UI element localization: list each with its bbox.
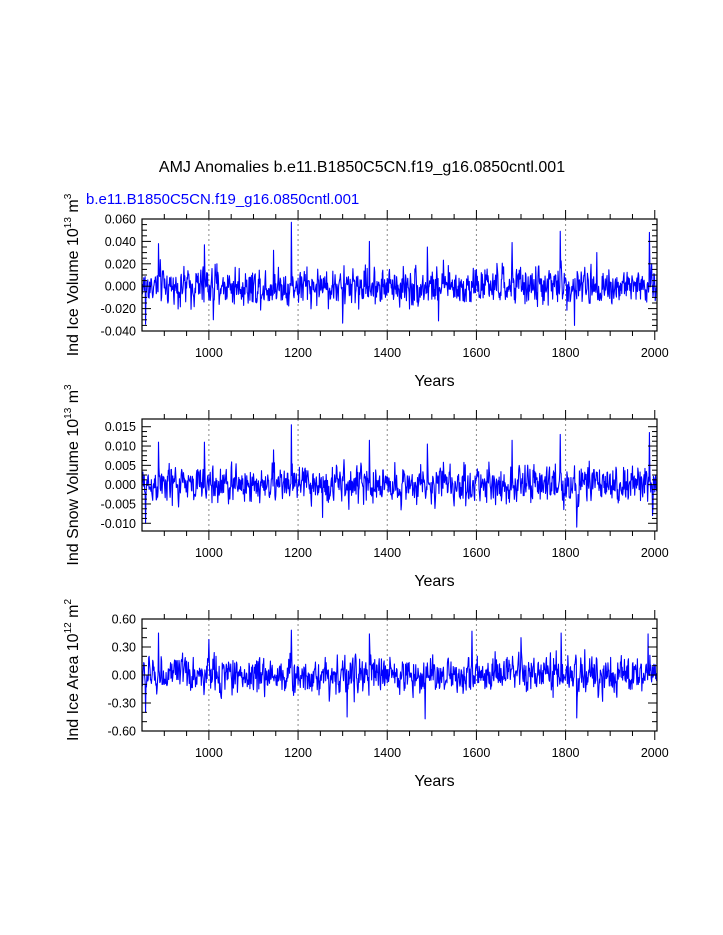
figure-title: AMJ Anomalies b.e11.B1850C5CN.f19_g16.08… [159, 159, 565, 176]
y-label-exponent: 13 [63, 217, 74, 229]
x-tick-label: 1400 [373, 746, 401, 760]
y-label-unit-exponent: 2 [63, 599, 74, 605]
y-tick-label: 0.015 [105, 420, 136, 434]
y-label-unit-exponent: 3 [63, 193, 74, 199]
x-tick-label: 1800 [552, 546, 580, 560]
y-tick-label: -0.020 [101, 302, 136, 316]
y-tick-label: 0.000 [105, 280, 136, 294]
y-tick-label: 0.060 [105, 213, 136, 227]
y-tick-label: -0.005 [101, 497, 136, 511]
x-tick-label: 1600 [463, 546, 491, 560]
y-tick-label: 0.30 [112, 641, 136, 655]
y-tick-label: 0.010 [105, 440, 136, 454]
x-tick-label: 1400 [373, 546, 401, 560]
panel-3: 1000 1200 1400 1600 1800 2000 -0.60 -0.30 0.00 0.… [63, 599, 669, 790]
y-tick-label: 0.040 [105, 235, 136, 249]
plot-frame [141, 218, 658, 332]
x-tick-label: 1000 [195, 746, 223, 760]
x-axis-label: Years [414, 373, 454, 390]
y-axis-label: Ind Snow Volume 1013 m3 [63, 384, 82, 566]
x-tick-label: 1000 [195, 346, 223, 360]
x-tick-label: 1200 [284, 546, 312, 560]
series-line [141, 424, 658, 528]
x-tick-label: 2000 [641, 546, 669, 560]
y-label-main: Ind Ice Volume 10 [65, 228, 82, 356]
x-tick-label: 1600 [463, 746, 491, 760]
y-label-main: Ind Snow Volume 10 [65, 419, 82, 566]
x-axis-label: Years [414, 573, 454, 590]
x-tick-label: 1400 [373, 346, 401, 360]
y-tick-label: -0.040 [101, 325, 136, 339]
x-tick-label: 2000 [641, 346, 669, 360]
x-tick-label: 1800 [552, 346, 580, 360]
y-tick-label: -0.010 [101, 517, 136, 531]
x-tick-label: 1200 [284, 746, 312, 760]
y-label-unit-exponent: 3 [63, 384, 74, 390]
x-axis-label: Years [414, 773, 454, 790]
panels: 1000 1200 1400 1600 1800 2000 -0.040 -0.020 0.00… [63, 193, 669, 790]
y-tick-label: 0.005 [105, 459, 136, 473]
y-tick-label: -0.30 [108, 697, 137, 711]
y-label-unit: m [65, 390, 82, 408]
y-axis-label: Ind Ice Area 1012 m2 [63, 599, 82, 742]
series-line [141, 221, 658, 326]
y-tick-label: 0.020 [105, 257, 136, 271]
y-tick-label: -0.60 [108, 725, 137, 739]
panel-1: 1000 1200 1400 1600 1800 2000 -0.040 -0.020 0.00… [63, 193, 669, 390]
y-tick-label: 0.000 [105, 478, 136, 492]
y-label-main: Ind Ice Area 10 [65, 633, 82, 741]
y-axis-label: Ind Ice Volume 1013 m3 [63, 193, 82, 356]
y-tick-label: 0.00 [112, 669, 136, 683]
case-label: b.e11.B1850C5CN.f19_g16.0850cntl.001 [86, 191, 359, 208]
y-label-exponent: 12 [63, 622, 74, 634]
series-line [141, 629, 658, 720]
panel-2: 1000 1200 1400 1600 1800 2000 -0.010 -0.005 0.00… [63, 384, 669, 590]
x-tick-label: 1600 [463, 346, 491, 360]
y-label-unit: m [65, 199, 82, 217]
y-label-exponent: 13 [63, 407, 74, 419]
x-tick-label: 2000 [641, 746, 669, 760]
y-label-unit: m [65, 605, 82, 623]
y-tick-label: 0.60 [112, 613, 136, 627]
x-tick-label: 1000 [195, 546, 223, 560]
x-tick-label: 1200 [284, 346, 312, 360]
x-tick-label: 1800 [552, 746, 580, 760]
